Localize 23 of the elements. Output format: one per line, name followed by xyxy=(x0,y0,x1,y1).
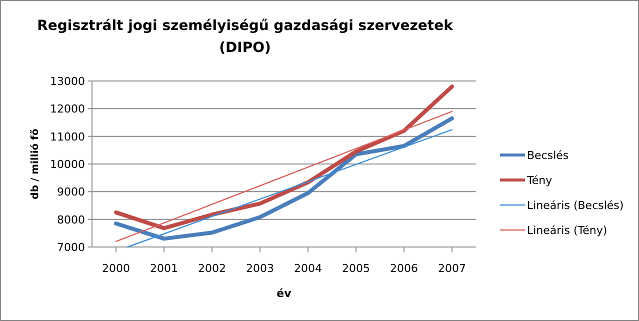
x-tick-label: 2006 xyxy=(390,262,418,275)
legend-label: Lineáris (Tény) xyxy=(527,224,608,237)
y-tick-label: 13000 xyxy=(50,75,85,88)
y-tick-label: 11000 xyxy=(50,130,85,144)
y-tick-label: 8000 xyxy=(57,213,85,226)
x-tick-label: 2007 xyxy=(438,262,466,275)
legend-label: Lineáris (Becslés) xyxy=(527,199,624,212)
x-axis-title: év xyxy=(276,287,292,300)
y-tick-label: 10000 xyxy=(50,158,85,171)
y-tick-label: 9000 xyxy=(57,186,85,199)
legend-label: Tény xyxy=(526,174,553,187)
y-axis-title: db / millió fő xyxy=(30,128,41,200)
line-series xyxy=(114,84,454,230)
y-tick-label: 7000 xyxy=(57,241,85,254)
legend-label: Becslés xyxy=(527,149,569,162)
x-tick-label: 2004 xyxy=(294,262,322,275)
x-tick-label: 2001 xyxy=(150,262,178,275)
x-tick-label: 2005 xyxy=(342,262,370,275)
x-tick-label: 2003 xyxy=(246,262,274,275)
chart-title: Regisztrált jogi személyiségű gazdasági szervezetek (DIPO) xyxy=(37,18,454,56)
x-tick-label: 2002 xyxy=(198,262,226,275)
y-tick-label: 12000 xyxy=(50,102,85,116)
x-tick-label: 2000 xyxy=(102,262,130,275)
